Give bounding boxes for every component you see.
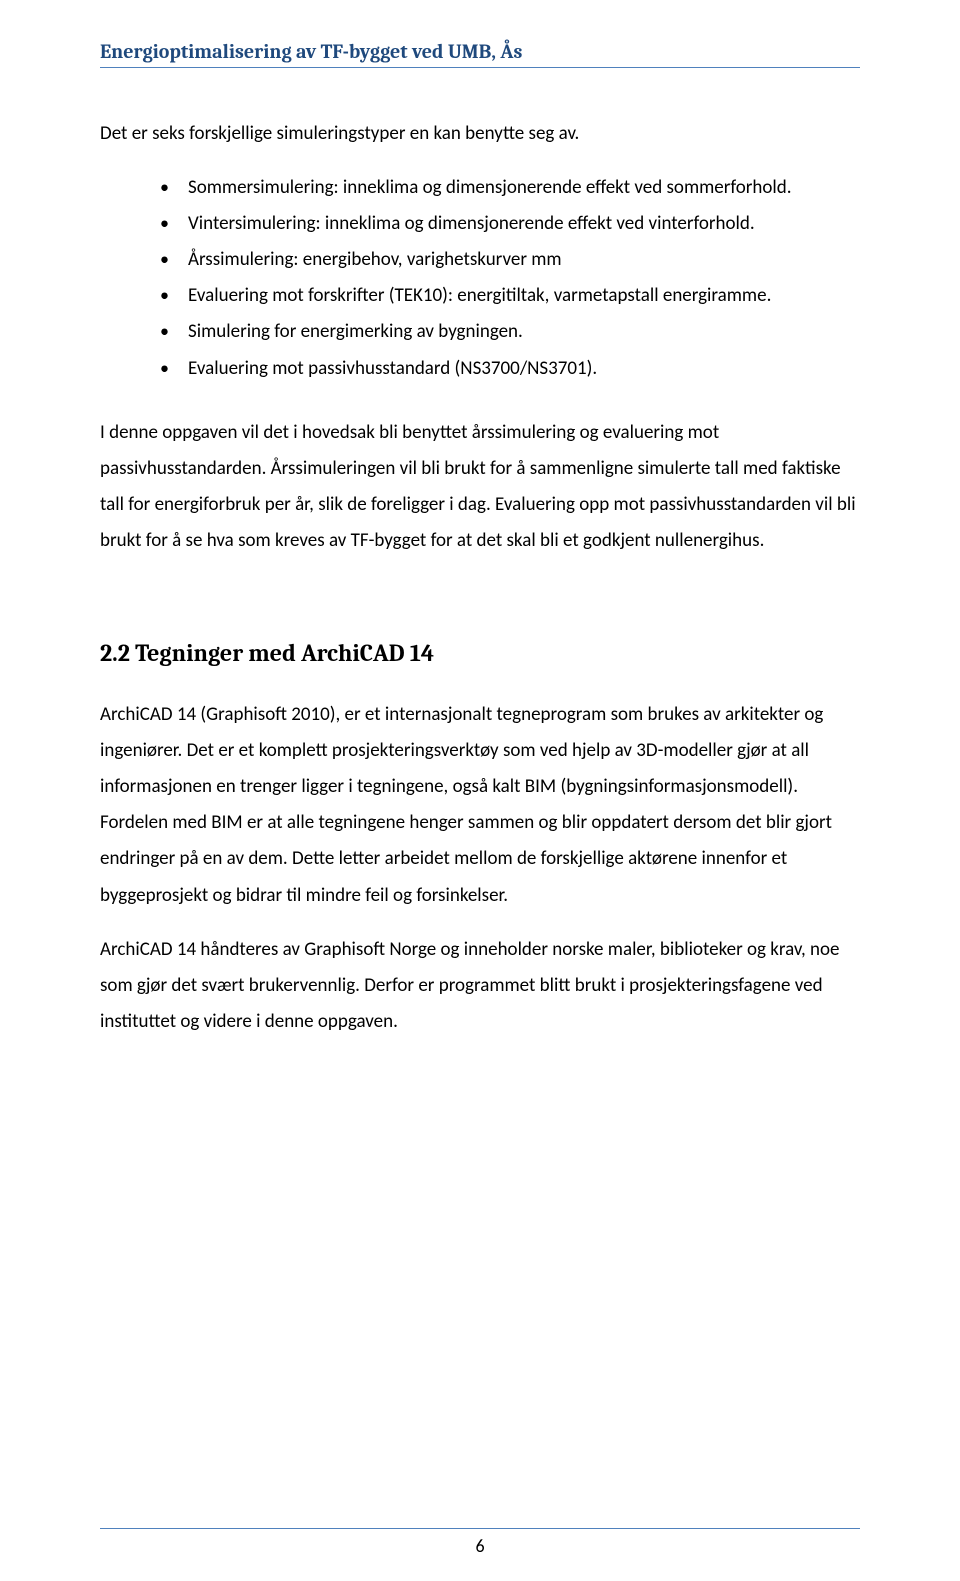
list-item: Årssimulering: energibehov, varighetskur… [160, 242, 860, 278]
list-item: Vintersimulering: inneklima og dimensjon… [160, 206, 860, 242]
page-number: 6 [475, 1535, 484, 1557]
page-footer: 6 [100, 1528, 860, 1557]
section-heading: 2.2 Tegninger med ArchiCAD 14 [100, 639, 860, 667]
body-paragraph-2: ArchiCAD 14 (Graphisoft 2010), er et int… [100, 697, 860, 914]
simulation-types-list: Sommersimulering: inneklima og dimensjon… [100, 170, 860, 387]
page-header-title: Energioptimalisering av TF-bygget ved UM… [100, 40, 860, 68]
list-item: Sommersimulering: inneklima og dimensjon… [160, 170, 860, 206]
list-item: Evaluering mot passivhusstandard (NS3700… [160, 351, 860, 387]
intro-paragraph: Det er seks forskjellige simuleringstype… [100, 116, 860, 152]
list-item: Evaluering mot forskrifter (TEK10): ener… [160, 278, 860, 314]
body-paragraph-1: I denne oppgaven vil det i hovedsak bli … [100, 415, 860, 559]
list-item: Simulering for energimerking av bygninge… [160, 314, 860, 350]
body-paragraph-3: ArchiCAD 14 håndteres av Graphisoft Norg… [100, 932, 860, 1040]
